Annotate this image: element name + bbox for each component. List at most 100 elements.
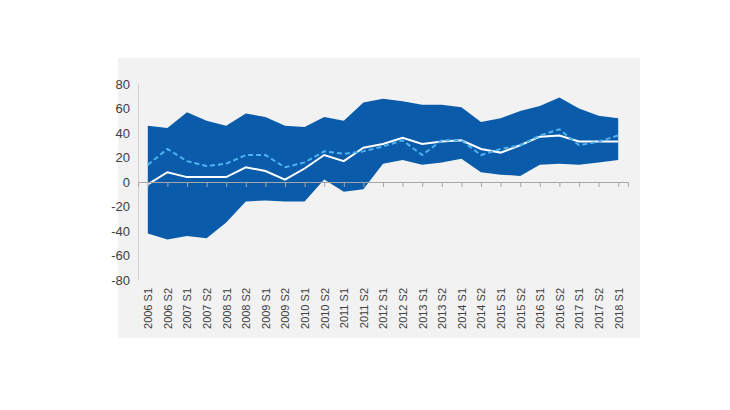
x-tick-mark [618,182,619,187]
x-tick-label: 2016 S1 [534,288,546,329]
x-tick-mark [246,182,247,187]
x-tick: 2010 S1 [299,288,311,329]
x-tick [481,182,482,187]
x-tick-label: 2014 S1 [456,288,468,329]
x-tick: 2008 S2 [240,288,252,329]
x-tick-label: 2016 S2 [554,288,566,329]
x-tick: 2011 S1 [338,288,350,328]
y-tick-label: 40 [116,126,130,141]
x-tick-mark [285,182,286,187]
range-band [148,97,618,239]
y-tick-label: -60 [111,248,130,263]
x-tick-label: 2006 S1 [142,288,154,329]
x-tick: 2010 S2 [319,288,331,329]
x-tick: 2015 S1 [495,288,507,329]
x-tick-label: 2015 S1 [495,288,507,329]
x-tick-mark [265,182,266,187]
x-tick-mark [559,182,560,187]
x-tick [305,182,306,187]
x-tick: 2006 S1 [142,288,154,329]
x-tick-label: 2017 S1 [573,288,585,329]
x-tick-label: 2015 S2 [515,288,527,329]
x-tick [520,182,521,187]
x-tick-mark [579,182,580,187]
plot-area [148,97,618,239]
x-tick: 2016 S2 [554,288,566,329]
x-tick-mark [599,182,600,187]
x-tick [403,182,404,187]
x-tick-mark [501,182,502,187]
x-tick: 2007 S1 [181,288,193,329]
x-tick-label: 2009 S1 [260,288,272,329]
x-tick [442,182,443,187]
x-tick-mark [403,182,404,187]
y-tick-label: 0 [123,175,130,190]
x-tick-label: 2007 S1 [181,288,193,329]
x-axis [139,182,629,187]
x-tick: 2006 S2 [162,288,174,329]
y-tick: -60 [111,248,138,263]
x-tick: 2011 S2 [358,288,370,328]
x-tick-mark [226,182,227,187]
x-tick-label: 2011 S2 [358,288,370,328]
x-tick: 2017 S1 [573,288,585,329]
x-tick-mark [324,182,325,187]
x-tick-mark [461,182,462,187]
y-tick: 80 [116,77,138,92]
chart-background [118,58,640,338]
x-tick [363,182,364,187]
chart: -80 -60 -40 -20 0 20 40 60 80 2006 S1 2006 S2 2007 … [0,0,730,410]
y-tick: 60 [116,101,138,116]
x-tick [559,182,560,187]
x-tick-label: 2008 S2 [240,288,252,329]
x-tick [540,182,541,187]
x-tick [285,182,286,187]
x-tick-mark [305,182,306,187]
x-tick [167,182,168,187]
x-tick-label: 2006 S2 [162,288,174,329]
x-tick-mark [481,182,482,187]
y-tick-label: -80 [111,273,130,288]
y-tick-label: 20 [116,150,130,165]
x-tick: 2012 S2 [397,288,409,329]
x-tick [148,182,149,187]
y-tick: 20 [116,150,138,165]
x-tick: 2018 S1 [613,288,625,329]
x-tick-label: 2011 S1 [338,288,350,328]
x-tick-label: 2008 S1 [221,288,233,329]
x-tick-label: 2009 S2 [279,288,291,329]
x-tick-label: 2010 S1 [299,288,311,329]
x-tick-label: 2013 S2 [436,288,448,329]
series-line [148,129,618,167]
x-tick [618,182,619,187]
x-labels: 2006 S1 2006 S2 2007 S1 2007 S2 2008 S1 2008 … [142,288,624,329]
x-tick: 2017 S2 [593,288,605,329]
x-tick-mark [187,182,188,187]
x-tick: 2013 S1 [417,288,429,329]
x-tick [383,182,384,187]
x-tick-mark [207,182,208,187]
x-tick-label: 2013 S1 [417,288,429,329]
x-axis-line [139,183,629,188]
x-tick: 2008 S1 [221,288,233,329]
x-tick [187,182,188,187]
x-tick [344,182,345,187]
x-tick-mark [520,182,521,187]
x-tick [226,182,227,187]
x-tick-mark [442,182,443,187]
y-tick-label: -40 [111,224,130,239]
x-tick: 2007 S2 [201,288,213,329]
y-tick-label: -20 [111,199,130,214]
y-axis: -80 -60 -40 -20 0 20 40 60 80 [111,77,138,288]
x-tick [461,182,462,187]
y-tick: 40 [116,126,138,141]
series-line [148,135,618,184]
x-tick: 2009 S1 [260,288,272,329]
y-tick: -40 [111,224,138,239]
x-tick [579,182,580,187]
x-tick-mark [344,182,345,187]
x-tick-mark [363,182,364,187]
x-tick [246,182,247,187]
x-tick-label: 2017 S2 [593,288,605,329]
x-tick-mark [167,182,168,187]
